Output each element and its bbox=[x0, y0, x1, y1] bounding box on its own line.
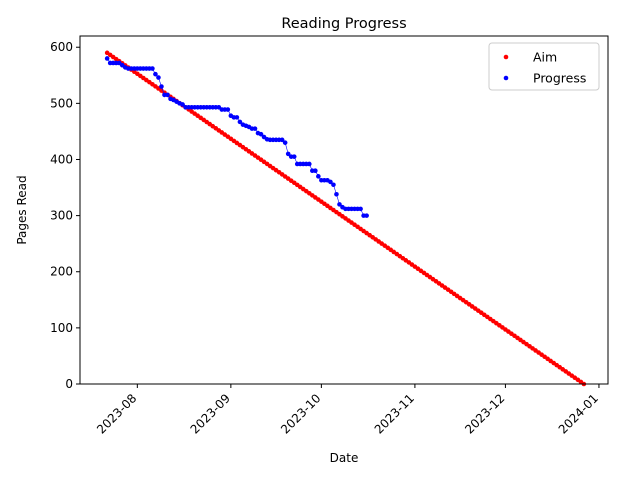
progress-point bbox=[285, 151, 291, 157]
chart-title: Reading Progress bbox=[281, 16, 406, 32]
progress-point bbox=[282, 140, 288, 145]
x-axis-label: Date bbox=[330, 451, 359, 465]
y-tick-label: 500 bbox=[50, 96, 73, 110]
progress-point bbox=[165, 92, 170, 98]
progress-point bbox=[313, 168, 318, 174]
y-tick-label: 0 bbox=[65, 377, 73, 391]
y-axis-label: Pages Read bbox=[15, 175, 29, 244]
x-tick-label: 2023-11 bbox=[372, 391, 417, 436]
progress-point bbox=[225, 107, 231, 112]
progress-point bbox=[316, 174, 321, 179]
aim-series bbox=[104, 50, 587, 387]
y-tick-label: 600 bbox=[50, 40, 73, 54]
progress-point bbox=[180, 102, 185, 107]
legend: Aim Progress bbox=[488, 42, 600, 91]
progress-point bbox=[328, 179, 333, 185]
y-tick-label: 300 bbox=[50, 209, 73, 223]
progress-point bbox=[337, 202, 342, 207]
progress-point bbox=[331, 182, 336, 188]
y-tick-label: 400 bbox=[50, 152, 73, 166]
progress-point bbox=[156, 75, 161, 80]
x-tick-label: 2023-08 bbox=[94, 391, 139, 436]
progress-point bbox=[153, 71, 158, 77]
y-tick-label: 100 bbox=[50, 321, 73, 335]
x-tick-label: 2023-09 bbox=[188, 391, 233, 436]
x-tick-label: 2023-12 bbox=[462, 391, 507, 436]
legend-box bbox=[488, 42, 600, 91]
progress-point bbox=[150, 66, 155, 71]
legend-marker bbox=[503, 75, 509, 81]
progress-point bbox=[237, 119, 243, 125]
y-axis: 0 100 200 300 400 500 600 bbox=[50, 40, 80, 391]
x-tick-label: 2023-10 bbox=[278, 391, 323, 436]
progress-point bbox=[364, 213, 369, 218]
legend-label: Aim bbox=[533, 50, 557, 65]
progress-point bbox=[159, 84, 164, 89]
progress-series bbox=[104, 56, 369, 218]
progress-point bbox=[291, 154, 297, 159]
progress-point bbox=[279, 137, 285, 143]
plot-area bbox=[104, 50, 587, 387]
legend-label: Progress bbox=[533, 71, 586, 86]
progress-point bbox=[104, 56, 110, 61]
progress-point bbox=[234, 115, 240, 120]
x-axis: 2023-08 2023-09 2023-10 2023-11 2023-12 2024-… bbox=[94, 384, 601, 437]
progress-point bbox=[307, 161, 312, 167]
progress-point bbox=[252, 126, 258, 131]
y-tick-label: 200 bbox=[50, 265, 73, 279]
x-tick-label: 2024-01 bbox=[556, 391, 601, 436]
progress-point bbox=[358, 206, 363, 212]
progress-point bbox=[334, 191, 339, 197]
progress-point bbox=[258, 131, 264, 137]
legend-marker bbox=[503, 54, 509, 60]
plot-frame bbox=[79, 35, 609, 385]
